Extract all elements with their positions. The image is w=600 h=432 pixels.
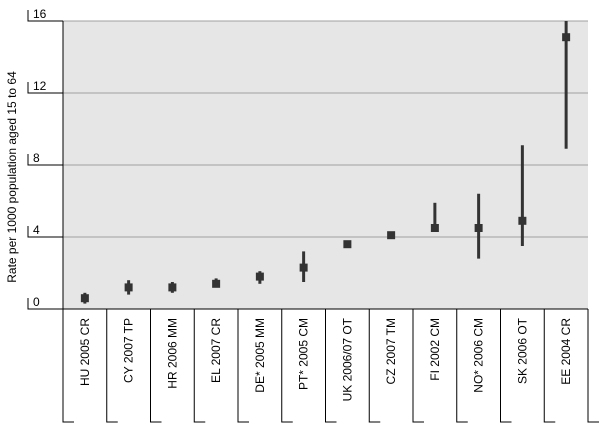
category-separator [456,309,468,423]
category-separator [150,309,162,423]
y-tick-label: 0 [33,295,40,309]
category-label: HR 2006 MM [165,318,179,389]
gridlines [63,20,588,238]
y-tick-label: 4 [33,223,40,237]
data-point [124,283,133,292]
category-label: NO* 2006 CM [472,318,486,393]
category-separator [587,309,599,423]
category-label: CY 2007 TP [122,318,136,383]
category-separator [62,309,74,423]
data-point [299,263,308,272]
data-point [255,272,264,281]
data-point [168,283,177,292]
category-label: PT* 2005 CM [297,318,311,390]
data-point [387,231,396,240]
data-marks [80,21,571,304]
data-point [80,294,89,303]
y-tick-label: 12 [33,79,47,93]
category-separator [106,309,118,423]
category-label: SK 2006 OT [515,317,529,384]
category-label: HU 2005 CR [78,318,92,386]
category-separator [500,309,512,423]
category-separator [543,309,556,423]
data-point [562,33,571,42]
y-tick-label: 8 [33,151,40,165]
category-label: EE 2004 CR [559,318,573,385]
data-point [212,279,221,288]
data-point [343,240,352,249]
data-point [518,216,527,225]
category-separator [412,309,424,423]
y-tick [27,226,63,238]
y-tick [27,298,63,310]
category-axis: HU 2005 CR CY 2007 TP HR 2006 MM EL 2007 CR… [62,308,599,423]
category-label: EL 2007 CR [209,318,223,383]
category-label: UK 2006/07 OT [340,317,354,401]
category-label: FI 2002 CM [428,318,442,381]
y-tick-label: 16 [33,7,47,21]
category-separator [193,309,206,423]
y-tick [27,154,63,166]
category-separator [281,309,293,423]
y-axis-title: Rate per 1000 population aged 15 to 64 [5,71,19,283]
data-point [474,224,483,232]
data-point [430,224,439,232]
y-tick [27,10,63,22]
category-separator [368,309,381,423]
y-tick [27,82,63,94]
category-label: DE* 2005 MM [253,318,267,393]
category-separator [325,309,337,423]
y-axis: 0 4 8 12 16 [27,7,64,310]
category-label: CZ 2007 TM [384,318,398,384]
category-separator [237,309,249,423]
